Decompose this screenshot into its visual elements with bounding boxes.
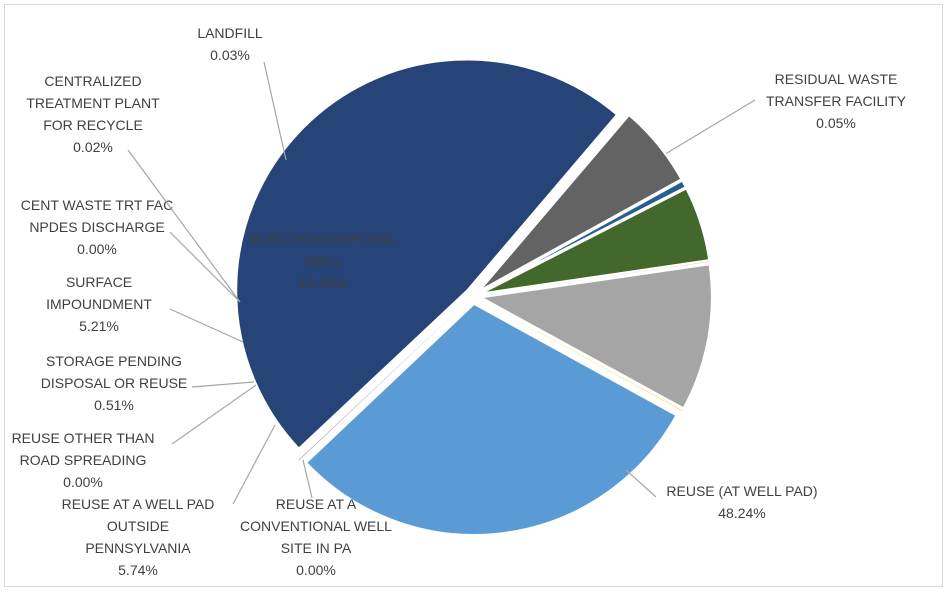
slice-label-line: TREATMENT PLANT [26,95,160,111]
pie-slice-10 [480,261,710,295]
leader-line-9 [169,231,241,303]
slice-percent: 0.00% [63,474,103,490]
leader-line-10 [127,149,241,303]
slice-label-8: SURFACE IMPOUNDMENT 5.21% [46,274,152,334]
slice-label-line: SITE IN PA [281,540,352,556]
slice-percent: 48.24% [718,505,765,521]
slice-label-12: LANDFILL 0.03% [197,25,263,63]
pie-slice-5 [478,113,683,292]
slice-label-10: CENTRALIZED TREATMENT PLANT FOR RECYCLE 0.0… [26,73,160,155]
pie-slice-7 [479,179,688,294]
leader-line-7 [191,381,255,388]
slice-percent: 0.00% [296,562,336,578]
slice-percent: 0.00% [77,241,117,257]
pie-slice-3 [235,58,619,451]
slice-percent: 0.51% [94,397,134,413]
slice-percent: 0.02% [73,139,113,155]
slice-label-line: WELL [304,253,342,269]
slice-label-line: NPDES DISCHARGE [29,219,164,235]
slice-label-line: REUSE OTHER THAN [12,430,155,446]
slice-label-line: FOR RECYCLE [43,117,143,133]
pie-slice-2 [298,301,468,461]
slice-label-line: OUTSIDE [107,518,169,534]
slice-label-11: INJECTION DISPOSAL WELL 10.26% [249,231,397,291]
slice-label-4: REUSE AT A CONVENTIONAL WELL SITE IN PA 0.0… [240,496,392,578]
slice-label-7: STORAGE PENDING DISPOSAL OR REUSE 0.51% [41,353,188,413]
slice-percent: 0.05% [816,115,856,131]
slice-label-line: INJECTION DISPOSAL [249,231,397,247]
pie-slice-8 [480,187,711,295]
slice-label-line: CENTRALIZED [44,73,141,89]
pie-slice-11 [477,263,713,410]
slice-label-line: REUSE AT A WELL PAD [62,496,215,512]
slice-label-line: CONVENTIONAL WELL [240,518,392,534]
slice-label-line: DISPOSAL OR REUSE [41,375,188,391]
slice-label-line: REUSE AT A [276,496,357,512]
slice-label-line: PENNSYLVANIA [85,540,191,556]
slice-label-5: REUSE AT A WELL PAD OUTSIDE PENNSYLVANIA 5.… [62,496,215,578]
pie-slice-1 [304,302,678,536]
slice-label-line: CENT WASTE TRT FAC [21,197,173,213]
slice-percent: 5.21% [79,318,119,334]
slice-label-line: IMPOUNDMENT [46,296,152,312]
slice-label-line: RESIDUAL WASTE [775,71,898,87]
slice-percent: 0.03% [210,47,250,63]
slice-percent: 5.74% [118,562,158,578]
slice-label-line: LANDFILL [197,25,263,41]
leader-line-8 [169,308,244,343]
slice-label-3: REUSE (AT WELL PAD) 48.24% [666,483,817,521]
slice-label-line: STORAGE PENDING [46,353,182,369]
slice-percent: 10.26% [299,275,346,291]
slice-label-line: SURFACE [66,274,132,290]
slice-label-9: CENT WASTE TRT FAC NPDES DISCHARGE 0.00% [21,197,173,257]
leader-line-6 [171,384,257,445]
leader-line-3 [625,469,657,498]
slice-label-line: TRANSFER FACILITY [766,93,907,109]
leader-line-4 [302,459,313,499]
leader-line-5 [232,424,276,505]
slice-label-line: REUSE (AT WELL PAD) [666,483,817,499]
slice-label-2: RESIDUAL WASTE TRANSFER FACILITY 0.05% [766,71,907,131]
leader-line-2 [661,99,756,157]
slice-label-line: ROAD SPREADING [20,452,147,468]
pie-slice-12 [480,299,683,412]
leader-line-12 [263,61,287,161]
slice-label-6: REUSE OTHER THAN ROAD SPREADING 0.00% [12,430,155,490]
